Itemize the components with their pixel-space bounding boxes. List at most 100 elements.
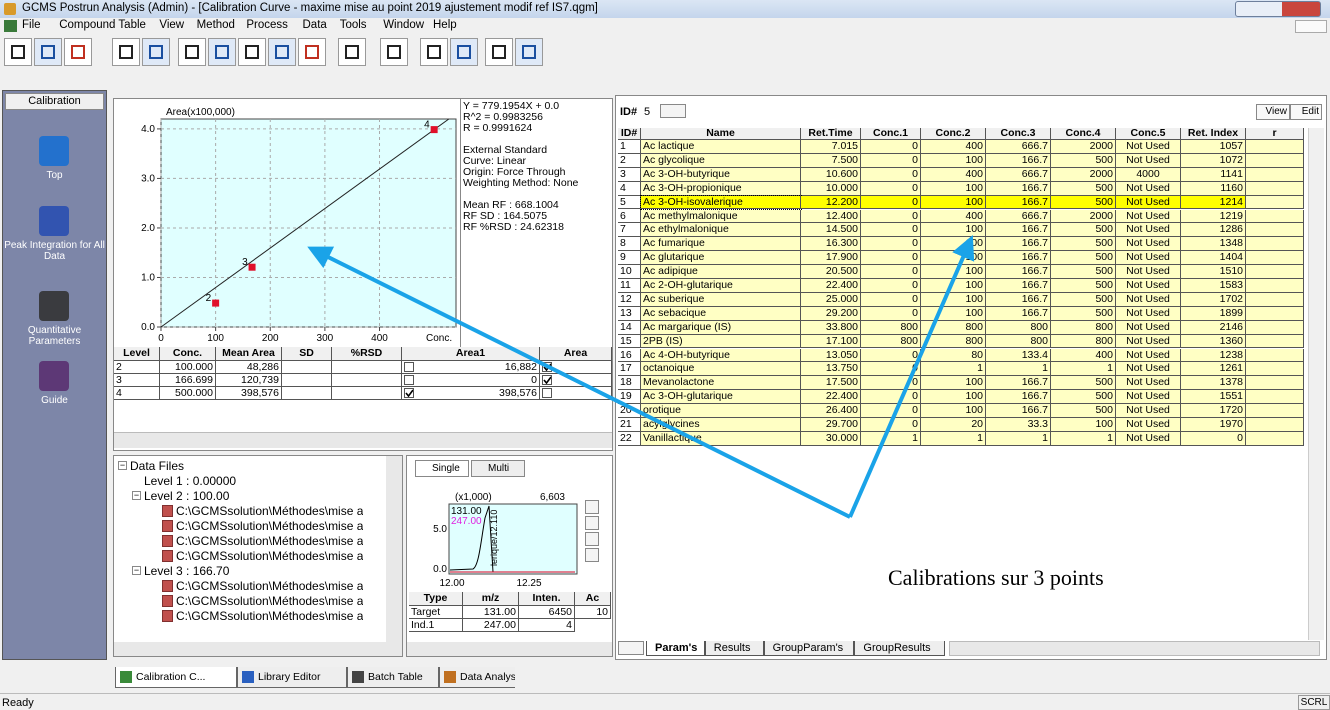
table-cell[interactable]: 1 [986, 362, 1051, 377]
table-cell[interactable]: 166.7 [986, 404, 1051, 418]
table-cell[interactable]: 20 [618, 404, 641, 418]
spin-button[interactable] [660, 104, 686, 118]
column-header[interactable]: Conc.2 [921, 128, 986, 140]
toolbar-button[interactable] [298, 38, 326, 66]
table-cell[interactable]: 0 [861, 195, 921, 210]
table-cell[interactable]: 100 [921, 223, 986, 238]
table-cell[interactable]: 14 [618, 320, 641, 335]
menu-item[interactable]: File [22, 19, 41, 31]
table-cell[interactable]: 100 [921, 251, 986, 266]
tree-item[interactable]: Data Files [130, 459, 185, 473]
table-cell[interactable]: 1057 [1181, 140, 1246, 154]
table-cell[interactable]: 166.7 [986, 376, 1051, 391]
table-cell[interactable]: 500 [1051, 292, 1116, 307]
tree-item[interactable]: C:\GCMSsolution\Méthodes\mise a [176, 609, 364, 623]
tree-item[interactable]: Level 3 : 166.70 [144, 564, 230, 578]
table-cell[interactable]: 13.050 [801, 348, 861, 363]
table-cell[interactable]: 0 [861, 265, 921, 279]
table-cell[interactable]: 19 [618, 390, 641, 405]
table-cell[interactable]: 666.7 [986, 140, 1051, 154]
sidebar-item[interactable]: Peak Integration for All Data [4, 240, 105, 262]
table-cell[interactable]: 10 [618, 265, 641, 279]
table-cell[interactable]: 0 [861, 140, 921, 154]
table-cell[interactable]: 33.800 [801, 320, 861, 335]
table-cell[interactable]: Ac methylmalonique [641, 209, 801, 224]
sheet-tab[interactable]: Results [704, 641, 764, 656]
table-cell[interactable]: 7.015 [801, 140, 861, 154]
table-cell[interactable]: orotique [641, 404, 801, 418]
table-cell[interactable]: 1404 [1181, 251, 1246, 266]
table-cell[interactable]: 22 [618, 431, 641, 446]
table-cell[interactable]: 500 [1051, 195, 1116, 210]
menu-item[interactable]: Help [433, 19, 457, 31]
table-cell[interactable]: Ac 3-OH-propionique [641, 181, 801, 196]
table-cell[interactable]: 1348 [1181, 237, 1246, 252]
table-cell[interactable]: 29.200 [801, 306, 861, 321]
table-cell[interactable]: 800 [861, 320, 921, 335]
table-cell[interactable]: 1378 [1181, 376, 1246, 391]
table-cell[interactable]: 1238 [1181, 348, 1246, 363]
sidebar-item[interactable]: Guide [41, 395, 68, 406]
table-cell[interactable]: 500 [1051, 306, 1116, 321]
toolbar-button[interactable] [112, 38, 140, 66]
table-cell[interactable]: Ac ethylmalonique [641, 223, 801, 238]
table-cell[interactable]: 2 [618, 153, 641, 168]
table-cell[interactable]: octanoique [641, 362, 801, 377]
table-cell[interactable]: 21 [618, 418, 641, 432]
table-cell[interactable]: Ac 3-OH-butyrique [641, 167, 801, 182]
table-cell[interactable]: Ac 2-OH-glutarique [641, 279, 801, 293]
table-cell[interactable]: 2PB (IS) [641, 334, 801, 349]
table-cell[interactable]: 0 [861, 251, 921, 266]
table-cell[interactable]: 100 [1051, 418, 1116, 432]
table-cell[interactable]: 4 [618, 181, 641, 196]
toolbar-button[interactable] [34, 38, 62, 66]
table-cell[interactable]: 1510 [1181, 265, 1246, 279]
mdi-controls[interactable] [1295, 20, 1327, 33]
toolbar-button[interactable] [208, 38, 236, 66]
table-cell[interactable]: 20.500 [801, 265, 861, 279]
column-header[interactable]: Conc.4 [1051, 128, 1116, 140]
table-cell[interactable]: 1072 [1181, 153, 1246, 168]
table-cell[interactable]: 0 [861, 376, 921, 391]
table-cell[interactable]: 10.600 [801, 167, 861, 182]
table-cell[interactable]: 500 [1051, 251, 1116, 266]
table-cell[interactable]: 30.000 [801, 431, 861, 446]
table-cell[interactable]: Not Used [1116, 153, 1181, 168]
menu-item[interactable]: Compound Table [59, 19, 146, 31]
table-cell[interactable]: 800 [986, 334, 1051, 349]
table-cell[interactable]: 1360 [1181, 334, 1246, 349]
table-cell[interactable]: 166.7 [986, 265, 1051, 279]
table-cell[interactable]: 500 [1051, 181, 1116, 196]
expander[interactable]: − [132, 491, 141, 500]
table-cell[interactable]: 100 [921, 279, 986, 293]
table-cell[interactable]: Not Used [1116, 237, 1181, 252]
table-cell[interactable]: 1 [986, 431, 1051, 446]
table-cell[interactable]: 0 [861, 223, 921, 238]
table-cell[interactable]: 800 [1051, 320, 1116, 335]
table-cell[interactable]: 16.300 [801, 237, 861, 252]
table-cell[interactable]: 18 [618, 376, 641, 391]
tree-item[interactable]: C:\GCMSsolution\Méthodes\mise a [176, 504, 364, 518]
toolbar-button[interactable] [268, 38, 296, 66]
table-cell[interactable]: 25.000 [801, 292, 861, 307]
table-cell[interactable]: Not Used [1116, 334, 1181, 349]
table-cell[interactable]: 100 [921, 376, 986, 391]
table-cell[interactable]: Not Used [1116, 223, 1181, 238]
sidebar-icon[interactable] [39, 206, 69, 236]
expander[interactable]: − [118, 461, 127, 470]
table-cell[interactable]: 500 [1051, 404, 1116, 418]
table-cell[interactable]: 1160 [1181, 181, 1246, 196]
column-header[interactable]: Conc.5 [1116, 128, 1181, 140]
table-cell[interactable]: Ac 3-OH-isovalerique [640, 194, 802, 211]
table-cell[interactable]: 0 [861, 348, 921, 363]
column-header[interactable]: Conc.3 [986, 128, 1051, 140]
checkbox[interactable] [404, 375, 414, 385]
table-cell[interactable]: 100 [921, 265, 986, 279]
table-cell[interactable]: Not Used [1116, 404, 1181, 418]
table-cell[interactable]: Not Used [1116, 195, 1181, 210]
table-cell[interactable]: 100 [921, 195, 986, 210]
sidebar-item[interactable]: Quantitative Parameters [27, 325, 82, 347]
table-cell[interactable]: 400 [921, 167, 986, 182]
table-cell[interactable]: 12.200 [801, 195, 861, 210]
table-cell[interactable]: Ac lactique [641, 140, 801, 154]
